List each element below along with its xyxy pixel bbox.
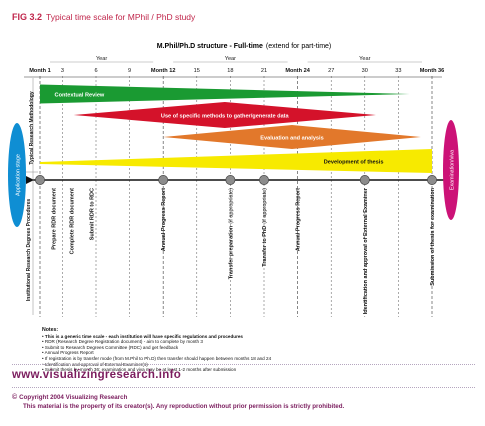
year-label: Year xyxy=(96,56,107,62)
milestone-label: Transfer to PhD (if appropriate) xyxy=(262,188,268,267)
side-label-bottom: Institutional Research Degrees Procedure… xyxy=(26,199,32,301)
year-labels: Year Year Year xyxy=(50,56,422,63)
note-text: This is a generic time scale - each inst… xyxy=(44,333,243,339)
milestone-label: Complete RDR document xyxy=(69,188,75,254)
month-tick-label: 6 xyxy=(94,68,97,74)
milestone-marker xyxy=(427,175,437,185)
note-text: Annual Progress Report xyxy=(44,350,94,356)
figure-number: FIG 3.2 xyxy=(12,12,43,22)
milestone-marker xyxy=(225,175,236,185)
milestone-label: Transfer preparation(if appropriate) xyxy=(228,188,234,279)
milestone-label: Annual Progress Report xyxy=(161,188,167,251)
month-axis: Month 1 3 6 9 Month 12 15 18 21 Month 24 27 30 33 Mo… xyxy=(24,68,445,78)
month-tick-label: Month 36 xyxy=(420,68,445,74)
month-tick-label: 21 xyxy=(261,68,267,74)
month-tick-label: 9 xyxy=(128,68,131,74)
note-item: • This is a generic time scale - each in… xyxy=(42,333,243,339)
milestone-note: (if appropriate) xyxy=(228,188,234,224)
notes-title: Notes: xyxy=(42,327,59,333)
milestone-marker xyxy=(359,175,370,185)
milestone-text: Complete RDR document xyxy=(69,188,75,254)
diagram-heading-extra: (extend for part-time) xyxy=(266,43,331,50)
note-text: RDR (Research Degree Registration docume… xyxy=(44,339,203,345)
notes: Notes: • This is a generic time scale - … xyxy=(42,327,472,373)
milestone-text: Annual Progress Report xyxy=(161,188,167,251)
activity-bar-label: Use of specific methods to gather/genera… xyxy=(161,114,290,120)
examination-stage-ellipse xyxy=(443,120,459,220)
side-labels: Typical Research Methodology Institutiona… xyxy=(8,78,459,315)
note-item: • Submit thesis by month 36; examination… xyxy=(42,367,237,373)
footer-divider xyxy=(12,387,475,388)
milestone-marker xyxy=(35,175,45,185)
month-tick-label: Month 1 xyxy=(29,68,50,74)
month-tick-label: 3 xyxy=(61,68,64,74)
milestone-marker xyxy=(158,175,169,185)
milestone-text: Submission of thesis for examination xyxy=(430,187,436,285)
month-tick-label: 18 xyxy=(227,68,233,74)
copyright-text: Copyright 2004 Visualizing Research xyxy=(19,394,128,401)
note-text: Submit thesis by month 36; examination a… xyxy=(44,367,237,373)
activity-bar-label: Contextual Review xyxy=(55,93,105,99)
activity-bar xyxy=(163,125,421,149)
examination-stage-label: Examination/viva xyxy=(450,150,456,190)
diagram-heading: M.Phil/Ph.D structure - Full-time (extend… xyxy=(157,43,332,50)
note-item: • Annual Progress Report xyxy=(42,350,94,356)
month-tick-label: Month 12 xyxy=(151,68,176,74)
activity-bar xyxy=(73,102,376,128)
year-label: Year xyxy=(359,56,370,62)
milestone-text: Transfer to PhD xyxy=(262,226,268,267)
milestone-label: Annual Progress Report xyxy=(296,188,302,251)
footer-divider xyxy=(12,364,475,365)
property-notice: This material is the property of its cre… xyxy=(23,403,345,410)
activity-bars: Contextual Review Use of specific methods… xyxy=(40,84,432,173)
milestone-text: Submit RDR to RDC xyxy=(90,188,96,240)
figure-title: FIG 3.2 Typical time scale for MPhil / Ph… xyxy=(12,12,195,22)
procedure-timeline: Prepare RDR document Complete RDR documen… xyxy=(26,175,444,314)
timeline-start-arrow xyxy=(26,176,34,184)
application-stage-label: Application stage xyxy=(16,154,22,196)
milestone-note: (if appropriate) xyxy=(262,188,268,224)
month-tick-label: 15 xyxy=(194,68,200,74)
note-item: • RDR (Research Degree Registration docu… xyxy=(42,339,203,345)
milestone-label: Submit RDR to RDC xyxy=(90,188,96,240)
milestone-text: Transfer preparation xyxy=(228,225,234,279)
note-text: If registration is by transfer mode (fro… xyxy=(44,355,272,361)
activity-bar xyxy=(40,149,432,173)
diagram-heading-bold: M.Phil/Ph.D structure - Full-time xyxy=(157,43,263,50)
milestone-label: Identification and approval of External … xyxy=(363,187,369,314)
month-tick-label: 27 xyxy=(328,68,334,74)
milestone-text: Identification and approval of External … xyxy=(363,187,369,314)
copyright: © Copyright 2004 Visualizing Research xyxy=(12,394,127,401)
milestone-text: Annual Progress Report xyxy=(296,188,302,251)
activity-bar xyxy=(40,84,410,104)
note-text: Submit to Research Degrees Committee (RD… xyxy=(44,344,179,350)
milestone-marker xyxy=(259,175,269,185)
website-link[interactable]: www.visualizingresearch.info xyxy=(12,369,182,381)
side-label-top: Typical Research Methodology xyxy=(29,91,35,164)
milestone-label: Prepare RDR document xyxy=(51,188,57,250)
milestone-text: Prepare RDR document xyxy=(51,188,57,250)
note-item: • If registration is by transfer mode (f… xyxy=(42,355,272,361)
figure-caption: Typical time scale for MPhil / PhD study xyxy=(46,12,196,22)
activity-bar-label: Evaluation and analysis xyxy=(260,136,323,142)
year-label: Year xyxy=(225,56,236,62)
activity-bar-label: Development of thesis xyxy=(324,160,384,166)
month-tick-label: Month 24 xyxy=(285,68,310,74)
month-tick-label: 30 xyxy=(362,68,368,74)
copyright-icon: © xyxy=(12,394,18,401)
month-tick-label: 33 xyxy=(395,68,401,74)
application-stage-ellipse xyxy=(8,123,26,227)
note-item: • Submit to Research Degrees Committee (… xyxy=(42,344,179,350)
milestone-label: Submission of thesis for examination xyxy=(430,187,436,285)
